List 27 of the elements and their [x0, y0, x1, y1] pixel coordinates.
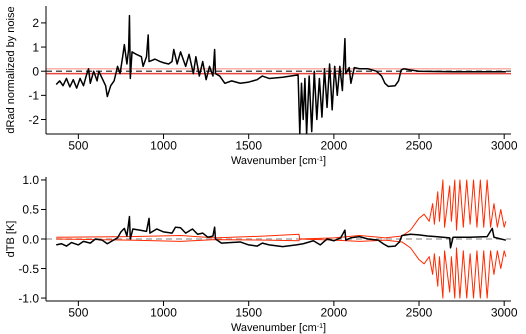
y-axis-title: dTB [K]	[5, 220, 17, 258]
y-tick-label: -1.0	[18, 291, 40, 306]
line-series	[55, 216, 507, 249]
y-tick-label: -0.5	[18, 262, 40, 276]
y-tick-label: 1.0	[22, 173, 40, 188]
x-tick-label: 2500	[406, 138, 433, 153]
x-tick-label: 1000	[150, 306, 178, 320]
x-tick-label: 500	[68, 306, 89, 320]
y-axis-title: dRad normalized by noise	[5, 6, 17, 134]
x-tick-label: 3000	[490, 138, 518, 153]
x-tick-label: 1500	[235, 306, 262, 320]
x-tick-label: 1000	[150, 138, 178, 153]
y-tick-label: 0.0	[22, 232, 40, 246]
x-axis-title: Wavenumber [cm$^{-1}$]	[230, 155, 326, 167]
y-tick-label: 0.5	[22, 202, 40, 217]
y-tick-label: -2	[28, 112, 40, 127]
y-tick-label: -1	[28, 88, 40, 103]
y-tick-label: 2	[32, 16, 40, 30]
x-tick-label: 2500	[406, 306, 433, 320]
x-tick-label: 1500	[235, 138, 262, 153]
x-tick-label: 500	[68, 138, 89, 153]
y-tick-label: 0	[32, 64, 40, 78]
x-tick-label: 3000	[490, 306, 518, 320]
x-tick-label: 2000	[320, 306, 348, 320]
x-tick-label: 2000	[320, 138, 348, 153]
y-tick-label: 1	[32, 40, 40, 54]
x-axis-title: Wavenumber [cm$^{-1}$]	[230, 322, 326, 334]
